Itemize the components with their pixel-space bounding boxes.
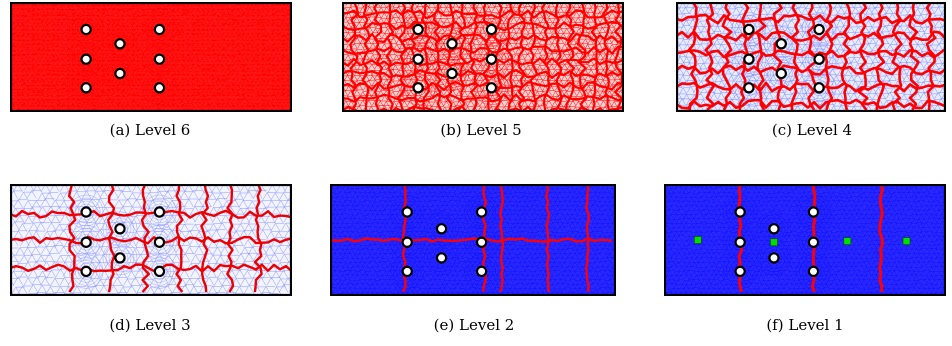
hole-marker bbox=[743, 53, 755, 65]
caption-e: (e) Level 2 bbox=[433, 316, 515, 334]
mesh-plot-b bbox=[342, 2, 624, 112]
refined-ring bbox=[424, 211, 459, 246]
panel-border bbox=[676, 2, 946, 112]
refined-ring bbox=[390, 225, 425, 260]
hole-marker bbox=[114, 223, 126, 235]
refined-ring bbox=[464, 194, 499, 230]
hole-marker bbox=[775, 67, 788, 80]
refined-ring bbox=[68, 42, 104, 77]
refined-ring bbox=[390, 254, 425, 289]
panel-b bbox=[342, 2, 624, 112]
refined-ring bbox=[142, 70, 177, 106]
refined-ring bbox=[142, 42, 177, 77]
caption-a: (a) Level 6 bbox=[109, 121, 191, 139]
hole-marker bbox=[475, 206, 488, 218]
hole-marker bbox=[813, 82, 825, 94]
hole-marker bbox=[153, 265, 166, 278]
hole-marker bbox=[475, 236, 488, 248]
hole-marker bbox=[153, 82, 166, 94]
partition-lines bbox=[676, 2, 946, 111]
panel-e bbox=[330, 184, 616, 296]
panel-border bbox=[330, 184, 616, 296]
hole-marker bbox=[743, 23, 755, 36]
hole-marker bbox=[435, 223, 448, 235]
hole-marker bbox=[412, 23, 424, 36]
hole-marker bbox=[401, 206, 413, 218]
hole-marker bbox=[153, 206, 166, 218]
caption-c: (c) Level 4 bbox=[771, 121, 853, 139]
hole-marker bbox=[813, 53, 825, 65]
caption-b: (b) Level 5 bbox=[440, 121, 522, 139]
panel-border bbox=[664, 184, 946, 296]
partition-lines bbox=[10, 184, 292, 293]
hole-marker bbox=[114, 38, 126, 50]
hole-marker bbox=[734, 206, 746, 218]
hole-marker bbox=[435, 252, 448, 264]
panel-d bbox=[10, 184, 292, 296]
hole-marker bbox=[80, 23, 92, 36]
hole-marker bbox=[485, 23, 498, 36]
hole-marker bbox=[80, 206, 92, 218]
hole-marker bbox=[80, 82, 92, 94]
hole-marker bbox=[446, 38, 458, 50]
panel-a bbox=[10, 2, 292, 112]
refined-ring bbox=[68, 70, 104, 106]
caption-d: (d) Level 3 bbox=[109, 316, 191, 334]
panel-border bbox=[10, 184, 292, 296]
mesh-plot-c bbox=[676, 2, 946, 112]
hole-marker bbox=[401, 265, 413, 278]
hole-marker bbox=[401, 236, 413, 248]
coarse-node-marker bbox=[770, 238, 778, 247]
hole-marker bbox=[153, 53, 166, 65]
mesh-plot-a bbox=[10, 2, 292, 112]
hole-marker bbox=[485, 82, 498, 94]
hole-marker bbox=[768, 223, 780, 235]
hole-marker bbox=[114, 252, 126, 264]
refined-ring bbox=[390, 194, 425, 230]
refined-ring bbox=[142, 254, 177, 289]
hole-marker bbox=[153, 23, 166, 36]
partition-lines bbox=[11, 2, 292, 112]
panel-c bbox=[676, 2, 946, 112]
hole-marker bbox=[80, 53, 92, 65]
coarse-node-marker bbox=[902, 237, 911, 245]
mesh-plot-d bbox=[10, 184, 292, 296]
hole-marker bbox=[743, 82, 755, 94]
panel-border bbox=[10, 2, 292, 112]
hole-marker bbox=[807, 265, 820, 278]
mesh-plot-e bbox=[330, 184, 616, 296]
hole-marker bbox=[734, 265, 746, 278]
hole-marker bbox=[80, 236, 92, 248]
hole-marker bbox=[485, 53, 498, 65]
hole-marker bbox=[775, 38, 788, 50]
panel-f bbox=[664, 184, 946, 296]
panel-border bbox=[342, 2, 624, 112]
refined-ring bbox=[464, 254, 499, 289]
hole-marker bbox=[813, 23, 825, 36]
mesh-plot-f bbox=[664, 184, 946, 296]
caption-f: (f) Level 1 bbox=[766, 316, 844, 334]
coarse-node-marker bbox=[843, 237, 852, 245]
coarse-node-marker bbox=[694, 236, 702, 244]
hole-marker bbox=[475, 265, 488, 278]
hole-marker bbox=[412, 53, 424, 65]
hole-marker bbox=[807, 236, 820, 248]
hole-marker bbox=[153, 236, 166, 248]
hole-marker bbox=[80, 265, 92, 278]
hole-marker bbox=[734, 236, 746, 248]
hole-marker bbox=[807, 206, 820, 218]
hole-marker bbox=[768, 252, 780, 264]
hole-marker bbox=[114, 67, 126, 80]
hole-marker bbox=[446, 67, 458, 80]
hole-marker bbox=[412, 82, 424, 94]
